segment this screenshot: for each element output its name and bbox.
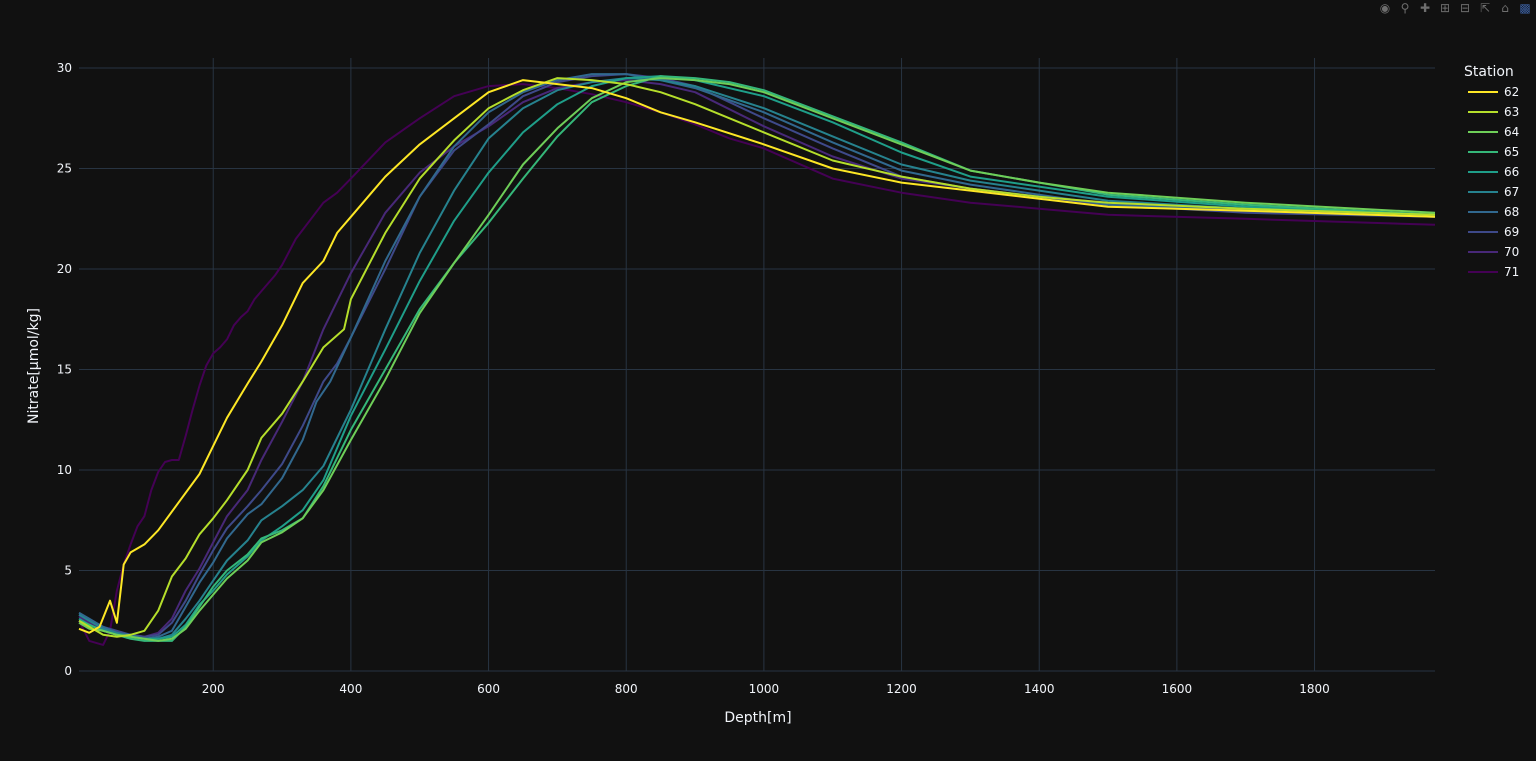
legend-label: 62 <box>1504 85 1519 99</box>
y-tick-labels: 0 5 10 15 20 25 30 <box>57 61 72 678</box>
legend-item-68[interactable]: 68 <box>1468 205 1519 219</box>
y-tick-label: 10 <box>57 463 72 477</box>
legend-label: 70 <box>1504 245 1519 259</box>
x-tick-label: 600 <box>477 682 500 696</box>
series-line-64 <box>78 77 1436 642</box>
legend-label: 63 <box>1504 105 1519 119</box>
camera-icon[interactable]: ◉ <box>1379 1 1391 15</box>
x-tick-labels: 200 400 600 800 1000 1200 1400 1600 1800 <box>202 682 1330 696</box>
y-tick-label: 15 <box>57 363 72 377</box>
legend-item-71[interactable]: 71 <box>1468 265 1519 279</box>
y-tick-label: 30 <box>57 61 72 75</box>
y-tick-label: 25 <box>57 162 72 176</box>
pan-icon[interactable]: ✚ <box>1419 1 1431 15</box>
series-line-62 <box>78 79 1436 634</box>
series-line-70 <box>78 79 1436 638</box>
autoscale-icon[interactable]: ⇱ <box>1479 1 1491 15</box>
series-line-71 <box>78 83 1436 646</box>
series-line-68 <box>78 73 1436 640</box>
y-tick-label: 20 <box>57 262 72 276</box>
x-tick-label: 1600 <box>1162 682 1193 696</box>
legend-label: 71 <box>1504 265 1519 279</box>
y-tick-label: 0 <box>64 664 72 678</box>
legend-item-66[interactable]: 66 <box>1468 165 1519 179</box>
y-tick-label: 5 <box>64 564 72 578</box>
legend-item-62[interactable]: 62 <box>1468 85 1519 99</box>
legend-label: 65 <box>1504 145 1519 159</box>
legend-item-67[interactable]: 67 <box>1468 185 1519 199</box>
x-tick-label: 800 <box>615 682 638 696</box>
legend-label: 64 <box>1504 125 1519 139</box>
reset-axes-icon[interactable]: ⌂ <box>1501 1 1509 15</box>
x-tick-label: 1200 <box>886 682 917 696</box>
modebar: ◉ ⚲ ✚ ⊞ ⊟ ⇱ ⌂ ▩ <box>1378 0 1532 16</box>
legend-label: 68 <box>1504 205 1519 219</box>
legend: Station 62 63 64 65 66 67 68 69 70 71 <box>1464 64 1519 279</box>
legend-item-65[interactable]: 65 <box>1468 145 1519 159</box>
series-line-66 <box>78 75 1436 640</box>
legend-label: 67 <box>1504 185 1519 199</box>
legend-item-64[interactable]: 64 <box>1468 125 1519 139</box>
zoom-out-icon[interactable]: ⊟ <box>1459 1 1471 15</box>
grid-layer <box>79 58 1435 672</box>
x-tick-label: 1400 <box>1024 682 1055 696</box>
legend-items: 62 63 64 65 66 67 68 69 70 71 <box>1468 85 1519 279</box>
x-tick-label: 1800 <box>1299 682 1330 696</box>
legend-label: 66 <box>1504 165 1519 179</box>
x-tick-label: 400 <box>339 682 362 696</box>
zoom-in-icon[interactable]: ⊞ <box>1439 1 1451 15</box>
x-tick-label: 1000 <box>749 682 780 696</box>
x-axis-title: Depth[m] <box>724 710 791 726</box>
zoom-icon[interactable]: ⚲ <box>1400 1 1410 15</box>
legend-item-70[interactable]: 70 <box>1468 245 1519 259</box>
legend-item-63[interactable]: 63 <box>1468 105 1519 119</box>
series-line-63 <box>78 77 1436 638</box>
y-axis-title: Nitrate[µmol/kg] <box>26 308 42 424</box>
lines-layer <box>78 73 1436 646</box>
legend-label: 69 <box>1504 225 1519 239</box>
x-tick-label: 200 <box>202 682 225 696</box>
plotly-logo-icon[interactable]: ▩ <box>1519 1 1531 15</box>
legend-item-69[interactable]: 69 <box>1468 225 1519 239</box>
legend-title: Station <box>1464 64 1514 80</box>
